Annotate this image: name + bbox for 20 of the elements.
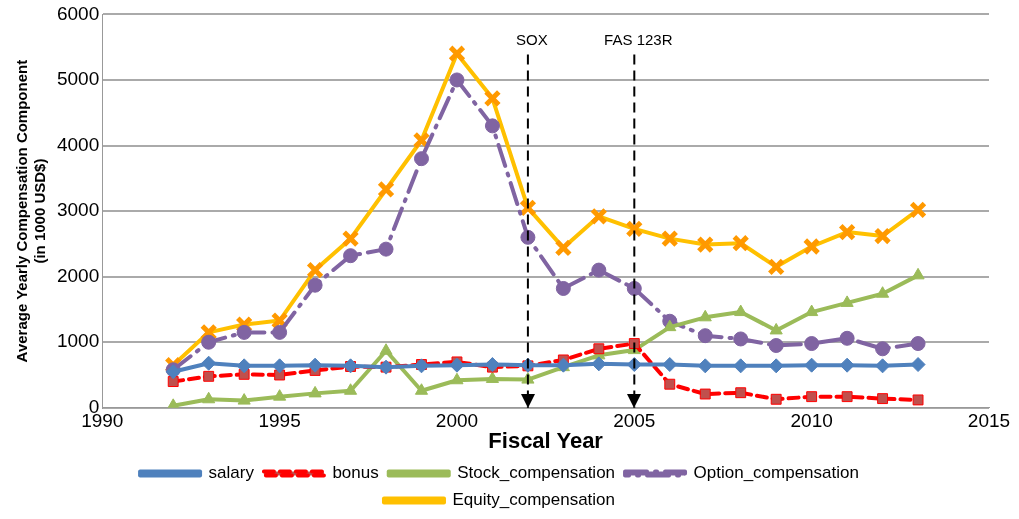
y-tick-label: 1000 — [56, 330, 100, 352]
x-tick-label: 1995 — [258, 410, 301, 432]
legend-label: Option_compensation — [693, 463, 859, 483]
x-tick-label: 2010 — [790, 410, 833, 432]
y-axis-title: Average Yearly Compensation Component (in 1000 USD$) — [13, 59, 49, 363]
y-tick-label: 6000 — [56, 2, 100, 24]
legend-label: salary — [208, 463, 255, 483]
legend-label: Stock_compensation — [457, 463, 616, 483]
ref-line-label: SOX — [516, 31, 548, 49]
legend-label: Equity_compensation — [452, 490, 616, 510]
y-tick-label: 2000 — [56, 264, 100, 286]
x-tick-label: 2015 — [967, 410, 1011, 432]
y-tick-label: 5000 — [56, 68, 100, 90]
x-tick-label: 2005 — [613, 410, 656, 432]
legend-label: bonus — [332, 463, 379, 483]
x-axis-title: Fiscal Year — [488, 427, 604, 453]
ref-line-label: FAS 123R — [604, 31, 673, 49]
y-tick-label: 4000 — [56, 133, 100, 155]
y-tick-label: 3000 — [56, 199, 100, 221]
x-tick-label: 2000 — [435, 410, 479, 432]
